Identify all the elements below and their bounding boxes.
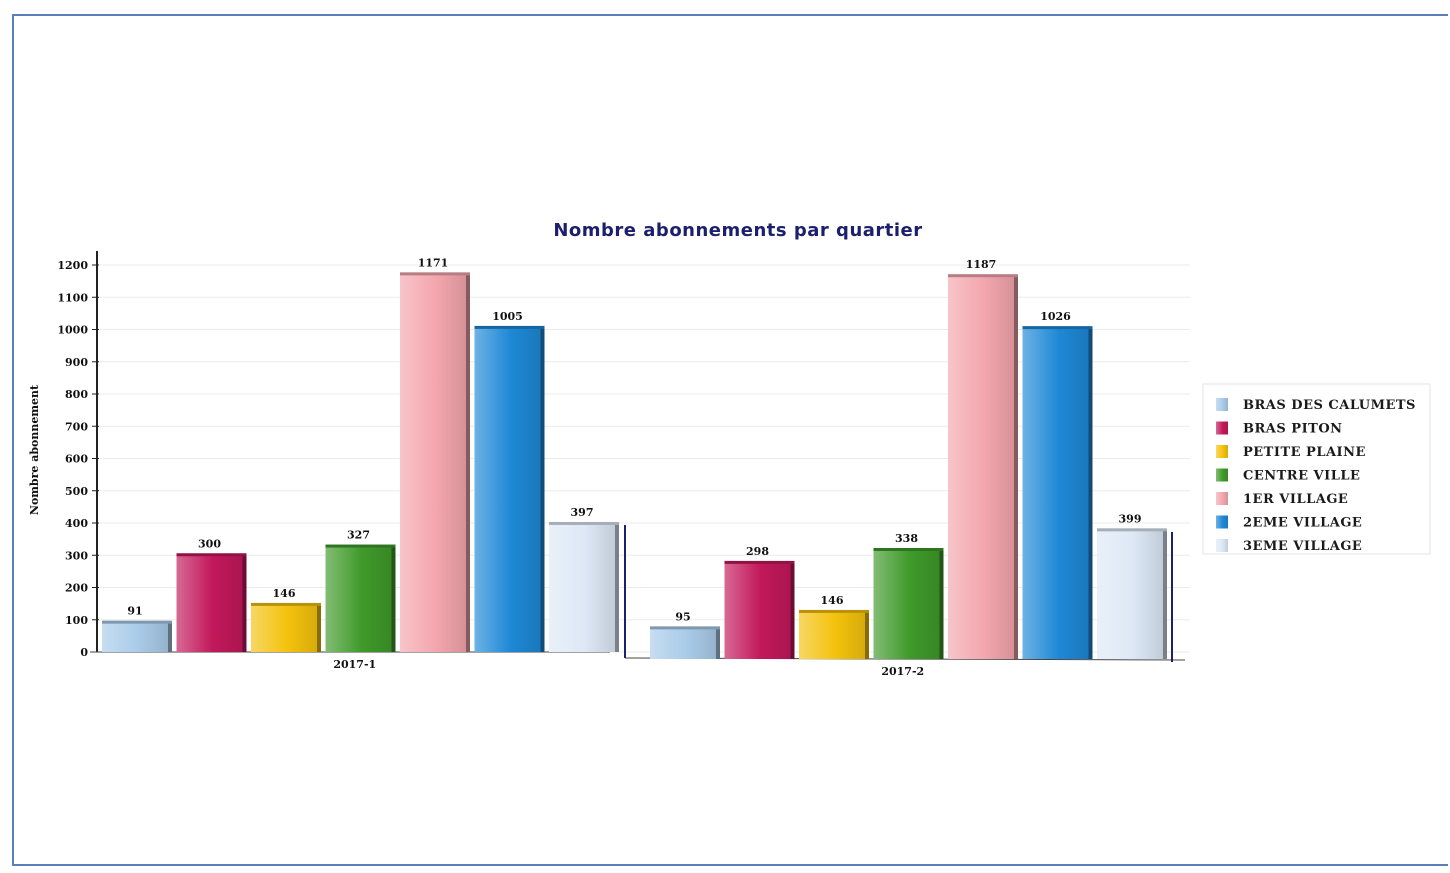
bar-top [176,553,247,557]
bar-side [1088,328,1093,659]
bar [549,523,615,652]
data-label: 397 [571,506,594,519]
bar-side [317,604,321,652]
data-label: 91 [127,605,142,618]
y-tick-label: 800 [65,388,88,401]
bar [102,622,168,652]
bar-side [790,562,795,659]
bar [799,611,865,659]
data-label: 1026 [1040,310,1071,323]
legend-label[interactable]: 3EME VILLAGE [1243,539,1362,554]
y-tick-label: 200 [65,582,88,595]
category-label: 2017-2 [881,665,924,678]
legend-swatch[interactable] [1216,398,1228,411]
bar [724,562,791,659]
bar-side [939,549,944,659]
bar-side [466,274,470,652]
data-label: 95 [675,610,690,623]
bar [400,274,466,652]
data-labels: 91 300 146 327 1171 1005 397 95 298 146 338 1187 102… [127,256,1141,623]
y-tick-label: 500 [65,485,88,498]
data-label: 146 [273,587,296,600]
bar-top [325,544,396,548]
legend-label[interactable]: BRAS PITON [1243,422,1343,437]
bar [251,604,317,652]
legend-swatch[interactable] [1216,539,1228,552]
y-axis-label: Nombre abonnement [28,384,41,515]
bar [176,555,243,652]
bar-top [102,620,172,624]
bar-top [948,274,1018,278]
chart-frame [12,14,1448,866]
legend-label[interactable]: 1ER VILLAGE [1243,492,1348,507]
legend: BRAS DES CALUMETS BRAS PITON PETITE PLAINE… [1202,383,1431,555]
y-tick-label: 0 [80,646,88,659]
legend-label[interactable]: CENTRE VILLE [1243,469,1360,484]
bar-top [724,560,795,564]
legend-swatch[interactable] [1216,492,1228,505]
y-tick-label: 400 [65,517,88,530]
bar-side [242,555,247,652]
legend-swatch[interactable] [1216,468,1228,482]
bar-top [873,547,944,551]
bar-top [799,609,869,613]
legend-box [1202,383,1431,555]
legend-swatch[interactable] [1216,421,1228,435]
bar-side [615,523,619,652]
bar-top [400,272,470,276]
y-tick-label: 1100 [57,291,88,304]
bar-side [168,622,172,652]
bar-side [1014,276,1018,659]
data-label: 338 [895,532,918,545]
bar [873,549,940,659]
bar [1097,530,1163,659]
data-label: 1187 [966,258,997,271]
y-tick-label: 600 [65,453,88,466]
data-label: 1005 [492,310,523,323]
bar-top [549,521,619,525]
bar-top [650,626,720,630]
legend-swatch[interactable] [1216,445,1228,458]
bar [650,628,716,659]
data-label: 399 [1119,512,1142,525]
bar [948,276,1014,659]
legend-label[interactable]: BRAS DES CALUMETS [1243,398,1416,413]
bar-top [1097,528,1167,532]
bar-side [1163,530,1167,659]
data-label: 146 [821,594,844,607]
bar [1022,328,1089,659]
y-tick-label: 700 [65,420,88,433]
bar-side [716,628,720,659]
bar-top [474,325,545,329]
bar-side [391,546,396,652]
legend-swatch[interactable] [1216,515,1228,529]
bar [474,327,541,652]
bar-top [1022,326,1093,330]
bar-side [865,611,869,659]
y-tick-label: 1200 [57,259,88,272]
chart-title: Nombre abonnements par quartier [553,220,922,241]
data-label: 300 [198,537,221,550]
y-tick-label: 900 [65,356,88,369]
y-tick-label: 100 [65,614,88,627]
data-label: 327 [347,529,370,542]
data-label: 1171 [418,256,449,269]
y-tick-label: 1000 [57,324,88,337]
data-label: 298 [746,545,769,558]
legend-label[interactable]: PETITE PLAINE [1243,445,1366,460]
y-tick-label: 300 [65,549,88,562]
category-labels: 2017-1 2017-2 [333,658,924,678]
bar-side [540,327,545,652]
legend-label[interactable]: 2EME VILLAGE [1243,516,1362,531]
bar-top [251,602,321,606]
category-label: 2017-1 [333,658,376,671]
bar [325,546,392,652]
bars [102,272,1167,659]
